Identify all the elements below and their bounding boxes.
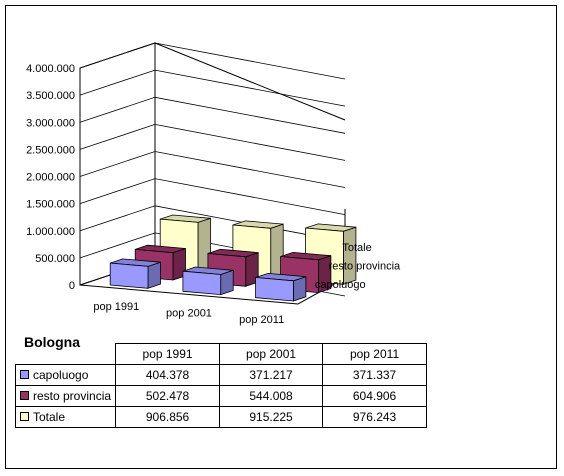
y-tick-label: 3.000.000 [26,117,75,129]
legend-swatch [20,412,29,421]
table-row: capoluogo 404.378 371.217 371.337 [14,364,428,386]
table-cell: 502.478 [115,385,221,407]
table-cell: 544.008 [219,385,324,407]
table-row: resto provincia 502.478 544.008 604.906 [14,385,428,407]
y-tick-label: 2.500.000 [26,144,75,156]
series-axis-label: resto provincia [329,261,401,273]
table-header-row: pop 1991 pop 2001 pop 2011 [16,343,428,365]
bar-front [109,262,149,289]
bar-side [342,226,357,285]
row-label: resto provincia [33,389,112,403]
chart-title: Bologna [24,334,80,350]
table-header: pop 1991 [115,343,221,365]
y-tick-label: 4.000.000 [26,63,75,75]
table-cell: 404.378 [115,364,221,386]
table-cell: 976.243 [322,406,428,428]
y-tick-label: 1.000.000 [26,226,75,238]
y-tick-label: 1.500.000 [26,199,75,211]
y-tick-label: 3.500.000 [26,90,75,102]
gridline [79,123,346,161]
gridline [79,178,346,215]
x-tick-label: pop 2011 [239,314,284,326]
legend-swatch [20,391,29,400]
bar-chart-3d: 0 500.000 1.000.000 1.500.000 2.000.000 2.500… [26,42,401,326]
series-axis-label: capoluogo [315,279,366,291]
gridline [79,42,346,80]
row-label: Totale [33,410,66,424]
series-axis-label: Totale [342,242,371,254]
table-header: pop 2001 [219,343,324,365]
x-tick-label: pop 1991 [93,301,139,313]
y-tick-label: 500.000 [35,253,75,265]
bar-front [182,270,222,296]
data-table: pop 1991 pop 2001 pop 2011 capoluogo 404… [14,343,428,428]
gridline [79,96,346,134]
row-label: capoluogo [33,368,89,382]
table-row: Totale 906.856 915.225 976.243 [14,406,428,428]
table-cell: 371.337 [322,364,428,386]
bar-front [255,277,294,302]
table-cell: 604.906 [322,385,428,407]
gridline [79,151,346,188]
legend-swatch [20,370,29,379]
y-tick-label: 2.000.000 [26,172,75,184]
table-cell: 906.856 [115,406,221,428]
x-tick-label: pop 2001 [166,308,212,320]
table-cell: 371.217 [219,364,324,386]
gridline [79,69,346,107]
y-tick-label: 0 [69,280,75,292]
table-header: pop 2011 [322,343,428,365]
table-cell: 915.225 [219,406,324,428]
